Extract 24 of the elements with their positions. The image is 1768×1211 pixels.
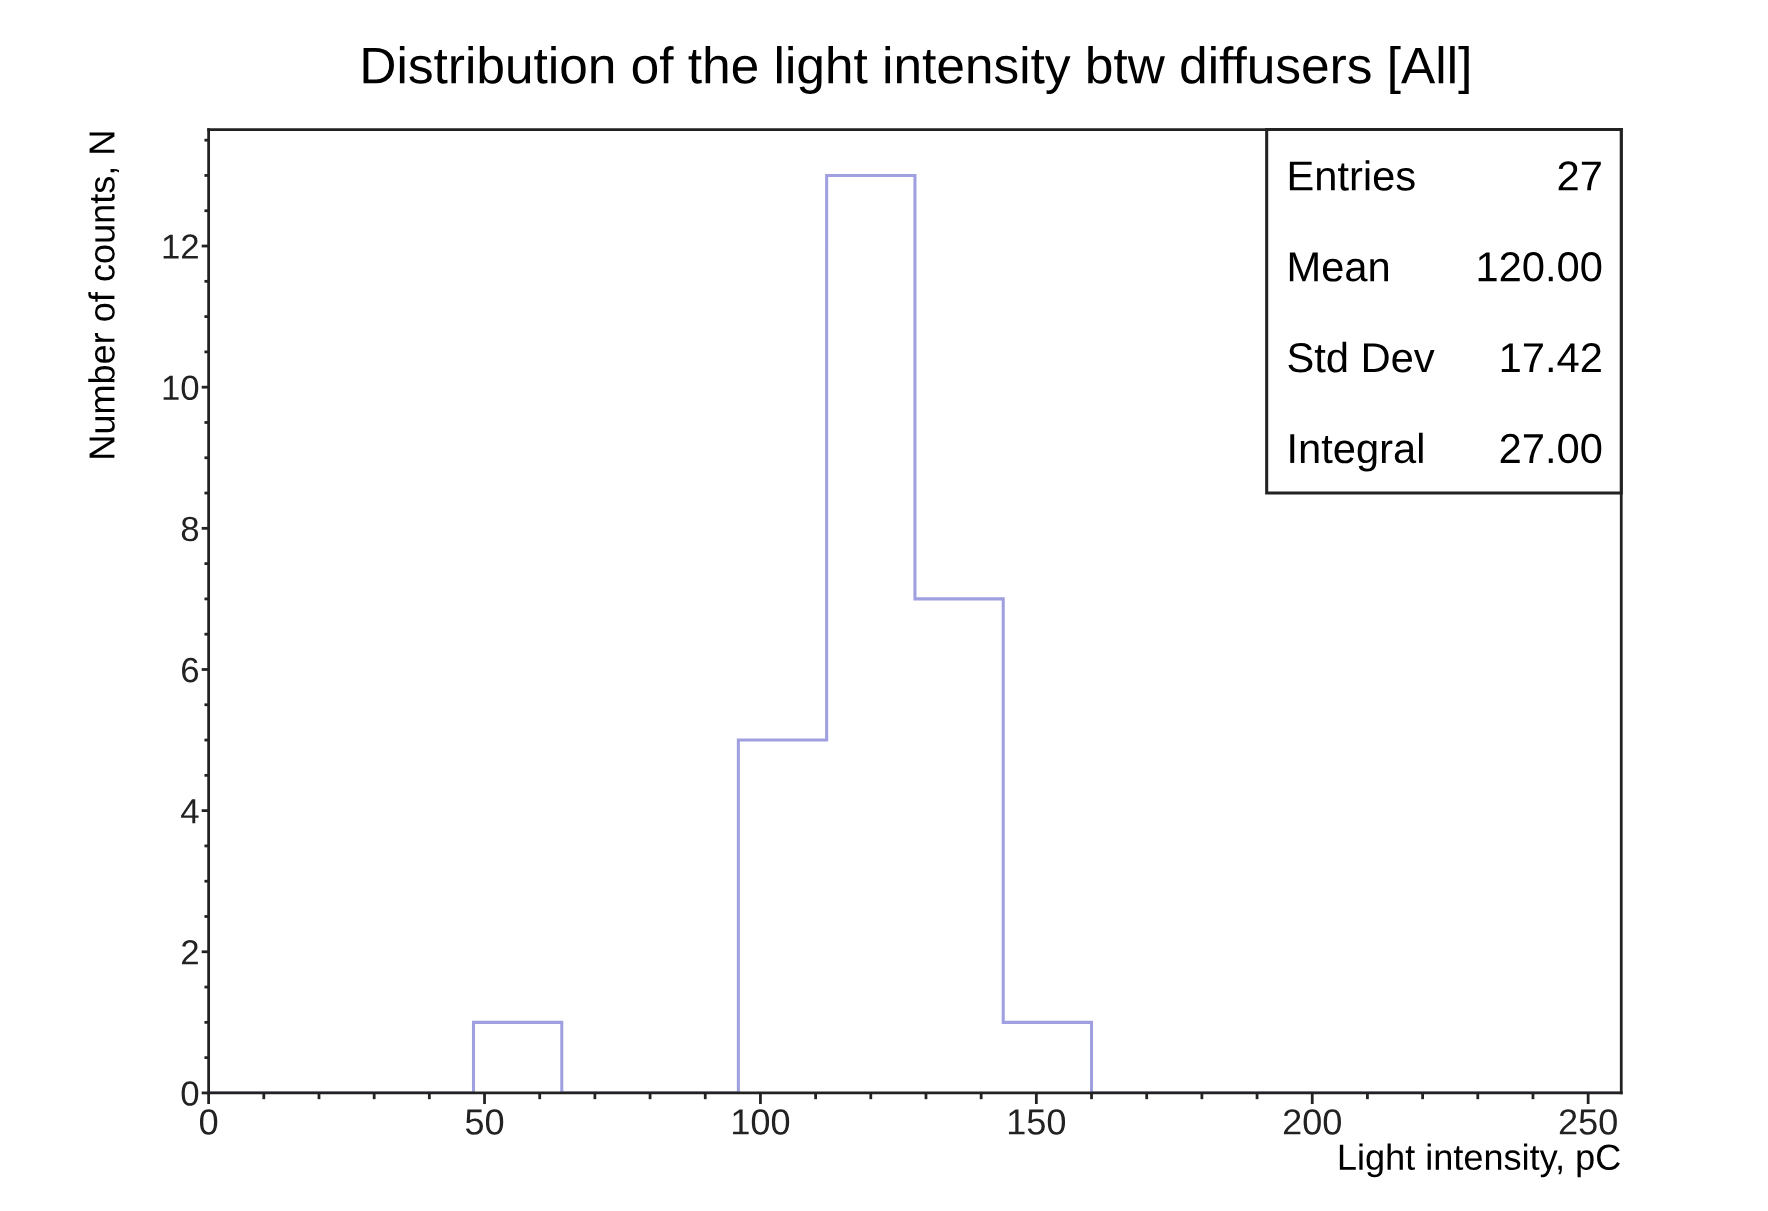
y-tick-label: 6 [182,657,199,683]
annotation: Mean [1289,252,1388,282]
x-tick-label: 0 [199,1109,218,1135]
annotation: 27 [1558,161,1601,191]
y-axis-title: Number of counts, N [88,132,120,458]
x-tick-label: 200 [1283,1109,1341,1135]
annotation: 17.42 [1501,342,1601,373]
chart-title: Distribution of the light intensity btw diffusers [All] [363,46,1469,94]
x-axis-title: Light intensity, pC [1339,1143,1620,1178]
annotation: Integral [1290,432,1423,472]
annotation: Std Dev [1288,341,1435,373]
y-tick-label: 10 [163,375,199,401]
y-tick-label: 4 [181,799,199,824]
y-tick-label: 12 [163,234,198,259]
x-tick-label: 50 [465,1109,504,1135]
y-tick-label: 2 [182,940,198,965]
annotation: Entries [1289,160,1415,191]
annotation: 27.00 [1500,433,1602,464]
x-tick-label: 150 [1008,1109,1066,1135]
x-tick-label: 100 [733,1109,790,1135]
y-tick-label: 0 [181,1081,199,1106]
x-tick-label: 250 [1559,1109,1617,1135]
y-tick-label: 8 [181,516,199,542]
annotation: 120.00 [1478,252,1602,282]
